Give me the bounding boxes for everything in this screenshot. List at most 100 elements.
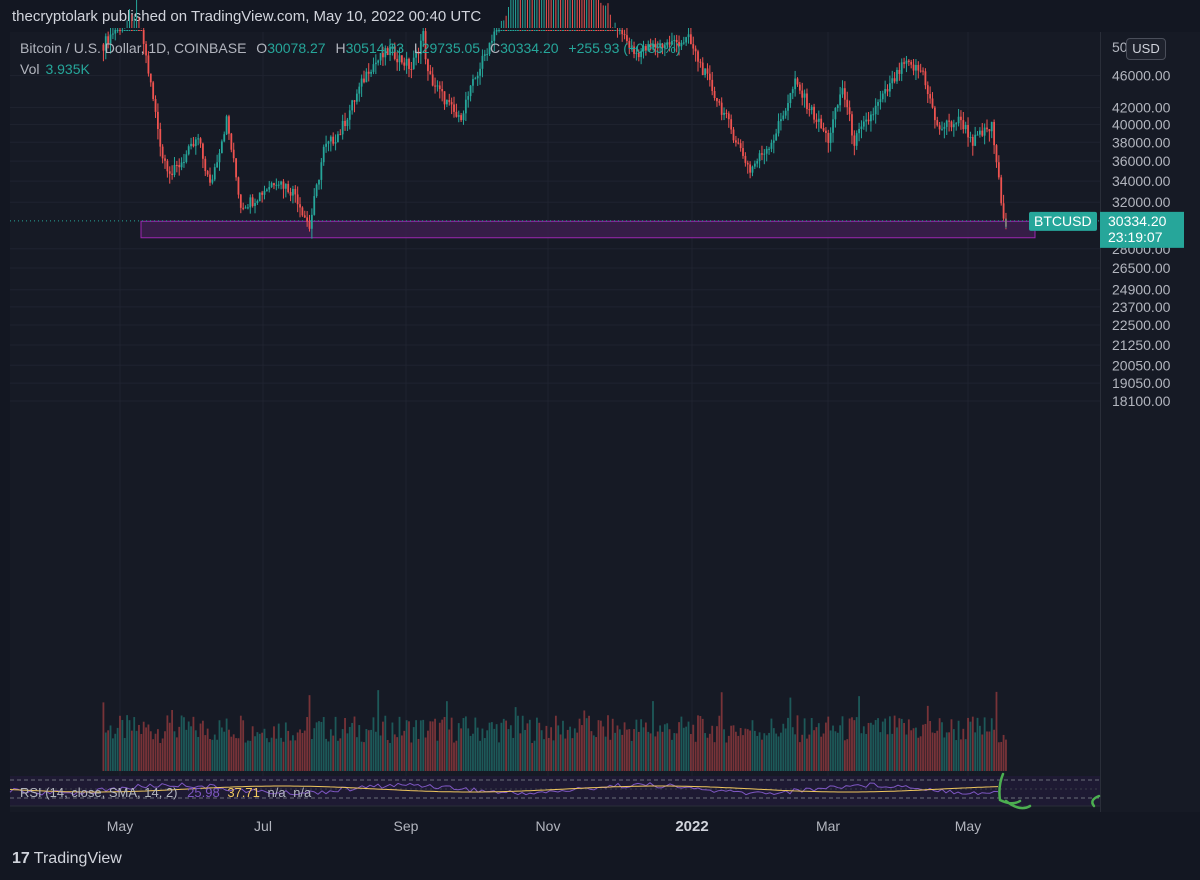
volume-bar bbox=[358, 725, 361, 771]
candle-body bbox=[190, 143, 192, 147]
candle-body bbox=[557, 30, 560, 31]
volume-bar bbox=[161, 738, 164, 771]
volume-bar bbox=[301, 732, 304, 771]
candle-body bbox=[265, 189, 268, 191]
volume-bar bbox=[874, 720, 877, 771]
volume-bar bbox=[329, 729, 332, 771]
volume-bar bbox=[550, 727, 553, 771]
volume-bar bbox=[888, 716, 891, 771]
volume-bar bbox=[950, 719, 953, 771]
candle-body bbox=[519, 30, 522, 31]
volume-bar bbox=[621, 734, 624, 771]
candle-body bbox=[583, 30, 586, 31]
volume-bar bbox=[917, 737, 920, 771]
volume-bar bbox=[943, 737, 946, 771]
volume-bar bbox=[855, 717, 858, 771]
candle-body bbox=[945, 120, 948, 127]
volume-bar bbox=[588, 715, 590, 771]
volume-bar bbox=[562, 720, 564, 771]
candle-body bbox=[881, 93, 884, 100]
price-scale[interactable] bbox=[1100, 32, 1200, 812]
volume-bar bbox=[521, 715, 524, 771]
candle-body bbox=[936, 120, 939, 126]
candle-body bbox=[969, 137, 972, 139]
candle-body bbox=[157, 111, 159, 129]
volume-bar bbox=[107, 730, 110, 771]
candle-body bbox=[168, 171, 171, 174]
tradingview-logo[interactable]: 17 TradingView bbox=[12, 850, 122, 868]
volume-bar bbox=[742, 735, 744, 771]
chart-pane[interactable] bbox=[10, 32, 1100, 812]
volume-bar bbox=[765, 735, 768, 771]
volume-bar bbox=[128, 720, 131, 771]
price-tag-price: 30334.20 bbox=[1108, 213, 1167, 229]
volume-bar bbox=[348, 726, 351, 771]
candle-body bbox=[512, 30, 515, 31]
volume-bar bbox=[654, 736, 657, 771]
currency-button[interactable]: USD bbox=[1126, 38, 1166, 60]
y-tick-label: 38000.00 bbox=[1112, 134, 1171, 150]
candle-body bbox=[981, 130, 984, 136]
volume-bar bbox=[157, 729, 159, 771]
volume-bar bbox=[149, 731, 152, 771]
volume-bar bbox=[410, 742, 413, 771]
volume-bar bbox=[152, 739, 155, 771]
candle-body bbox=[365, 71, 368, 83]
volume-bar bbox=[599, 720, 602, 771]
candle-body bbox=[429, 71, 432, 75]
volume-bar bbox=[787, 717, 789, 771]
candle-body bbox=[723, 112, 725, 115]
candle-body bbox=[147, 55, 150, 74]
candle-body bbox=[862, 121, 865, 127]
candle-body bbox=[187, 146, 190, 155]
candle-body bbox=[517, 30, 519, 31]
volume-bar bbox=[130, 730, 133, 771]
volume-bar bbox=[964, 739, 967, 771]
volume-bar bbox=[318, 721, 320, 771]
x-tick-label: Jul bbox=[254, 818, 272, 834]
candle-body bbox=[753, 163, 756, 167]
volume-bar bbox=[434, 718, 436, 771]
candle-body bbox=[983, 127, 986, 136]
candle-body bbox=[528, 30, 531, 31]
volume-bar bbox=[813, 730, 815, 771]
volume-bar bbox=[509, 725, 512, 771]
volume-bar bbox=[524, 729, 526, 771]
candle-body bbox=[675, 39, 678, 43]
candle-body bbox=[424, 31, 427, 60]
volume-bar bbox=[142, 721, 145, 771]
candle-body bbox=[500, 30, 503, 31]
candle-body bbox=[588, 30, 590, 31]
candle-body bbox=[204, 158, 207, 172]
close-label: C bbox=[490, 40, 501, 56]
symbol-name: Bitcoin / U.S. Dollar, 1D, COINBASE bbox=[20, 40, 247, 56]
candle-body bbox=[161, 146, 164, 159]
candle-body bbox=[581, 30, 583, 31]
volume-bar bbox=[140, 733, 143, 771]
candle-body bbox=[621, 30, 624, 35]
candle-body bbox=[228, 116, 230, 134]
volume-bar bbox=[254, 736, 256, 771]
candle-body bbox=[303, 215, 306, 218]
volume-bar bbox=[498, 742, 500, 771]
candle-body bbox=[782, 115, 785, 120]
volume-bar bbox=[355, 737, 358, 771]
volume-bar bbox=[753, 730, 756, 771]
volume-bar bbox=[469, 735, 472, 771]
annotation-scribble bbox=[998, 772, 1032, 810]
candle-body bbox=[661, 43, 664, 48]
volume-bar bbox=[474, 717, 477, 771]
volume-bar bbox=[287, 730, 290, 771]
volume-bar bbox=[590, 731, 593, 771]
candle-body bbox=[351, 100, 354, 111]
candle-body bbox=[836, 105, 839, 109]
candle-body bbox=[604, 30, 607, 31]
volume-bar bbox=[183, 717, 185, 771]
candle-body bbox=[183, 161, 185, 163]
volume-bar bbox=[220, 727, 223, 771]
candle-body bbox=[626, 35, 628, 42]
volume-bar bbox=[671, 739, 673, 771]
candle-body bbox=[232, 149, 235, 159]
candle-body bbox=[256, 201, 259, 204]
volume-bar bbox=[242, 720, 245, 771]
